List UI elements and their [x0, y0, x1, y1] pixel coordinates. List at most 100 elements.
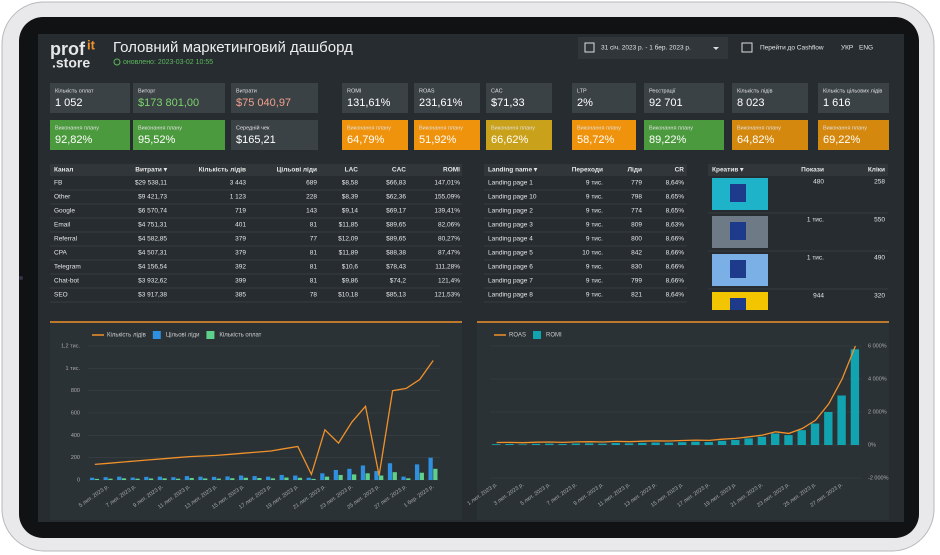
table-cell: 830: [631, 264, 642, 271]
bar: [243, 477, 248, 480]
bar: [491, 444, 501, 445]
lang-ukr[interactable]: УКР: [841, 45, 853, 52]
table-cell: 81: [310, 278, 318, 285]
table-cell: Landing page 10: [488, 194, 537, 201]
table-cell: Referral: [54, 236, 78, 243]
kpi-value: 131,61%: [347, 97, 391, 109]
table-cell: 320: [874, 293, 885, 300]
table-cell: Google: [54, 208, 75, 215]
kpi-card: [732, 83, 808, 113]
table-cell: 87,47%: [438, 250, 460, 257]
table-cell: Landing page 8: [488, 292, 533, 299]
kpi-label: Виконання плану: [823, 125, 867, 131]
table-cell: 401: [235, 222, 246, 229]
bar: [784, 435, 793, 445]
kpi-card: [50, 83, 130, 113]
table-cell: $8,58: [342, 180, 359, 187]
creative-figure: [730, 298, 746, 310]
table-fade: [50, 310, 890, 320]
kpi-card: [818, 83, 889, 113]
kpi-card: [133, 83, 225, 113]
table-cell: 81: [310, 250, 318, 257]
kpi-label: Виконання плану: [649, 125, 693, 131]
table-cell: 8,66%: [666, 236, 685, 243]
legend-swatch: [152, 331, 161, 339]
clock-icon: [113, 58, 121, 66]
table-cell: 944: [813, 293, 824, 300]
bar: [810, 423, 820, 445]
table-cell: $9,86: [342, 278, 359, 285]
kpi-value: 1 052: [55, 97, 83, 109]
table-cell: 77: [310, 236, 318, 243]
table-cell: $10,6: [342, 264, 359, 271]
kpi-value: 64,79%: [347, 134, 385, 146]
table-cell: $10,18: [338, 292, 358, 299]
cashflow-link[interactable]: Перейти до Cashflow: [760, 44, 824, 52]
legend-label: Цільові ліди: [166, 333, 200, 339]
kpi-value: 89,22%: [649, 134, 687, 146]
y-tick-label: 4 000%: [868, 376, 887, 382]
kpi-value: 231,61%: [419, 97, 463, 109]
bar: [638, 442, 647, 445]
column-header: Канал: [54, 167, 73, 174]
table-cell: $74,2: [390, 278, 407, 285]
table-cell: $29 538,11: [135, 180, 167, 187]
table-cell: 8,66%: [666, 264, 685, 271]
kpi-value: 8 023: [737, 97, 765, 109]
kpi-value: 92 701: [649, 97, 683, 109]
bar: [216, 478, 221, 480]
bar: [203, 478, 208, 480]
table-cell: 809: [631, 222, 642, 229]
line-series: [94, 360, 434, 477]
kpi-label: ROMI: [347, 88, 362, 94]
table-cell: 9 тис.: [586, 194, 603, 201]
table-cell: 139,41%: [434, 208, 460, 215]
bar: [401, 476, 406, 480]
table-cell: Landing page 5: [488, 250, 533, 257]
table-cell: 798: [631, 194, 642, 201]
bar: [230, 478, 235, 480]
column-header: Кількість лідів: [199, 166, 246, 174]
kpi-label: Виконання плану: [347, 125, 391, 131]
bar: [598, 443, 607, 445]
kpi-label: Виторг: [138, 88, 155, 94]
dashboard: prof it .store Головний маркетинговий да…: [50, 37, 873, 71]
bar: [270, 478, 276, 480]
bar: [189, 477, 194, 480]
table-cell: Email: [54, 222, 71, 229]
bar: [90, 477, 95, 480]
legend-label: Кількість оплат: [219, 333, 261, 339]
bar: [677, 442, 687, 445]
table-cell: Landing page 6: [488, 264, 533, 271]
table-cell: $89,65: [386, 222, 406, 229]
chart-panel: [50, 322, 462, 520]
table-cell: $88,38: [386, 250, 406, 257]
bar: [306, 477, 311, 480]
creative-figure: [730, 184, 746, 202]
date-range: 31 січ. 2023 р. - 1 бер. 2023 р.: [601, 44, 691, 52]
date-picker[interactable]: [578, 37, 728, 59]
bar: [320, 473, 325, 480]
kpi-label: Середній чек: [236, 124, 270, 131]
table-cell: $11,89: [339, 250, 359, 257]
column-header: LAC: [345, 167, 359, 174]
kpi-value: 92,82%: [55, 134, 93, 146]
y-tick-label: 1,2 тис.: [61, 343, 81, 349]
kpi-card: [342, 120, 408, 150]
bar: [518, 444, 527, 445]
table-cell: 9 тис.: [586, 292, 603, 299]
table-cell: 81: [310, 264, 318, 271]
kpi-label: Виконання плану: [419, 125, 463, 131]
y-tick-label: 800: [71, 388, 80, 394]
bar: [365, 473, 370, 480]
kpi-value: $173 801,00: [138, 97, 199, 109]
table-cell: 121,53%: [434, 292, 460, 299]
kpi-card: [342, 83, 408, 113]
bar: [664, 442, 674, 445]
bar: [171, 477, 176, 480]
bar: [347, 468, 352, 480]
lang-eng[interactable]: ENG: [859, 45, 873, 52]
bar: [162, 478, 167, 480]
table-cell: Other: [54, 194, 71, 201]
table-cell: SEO: [54, 292, 68, 299]
